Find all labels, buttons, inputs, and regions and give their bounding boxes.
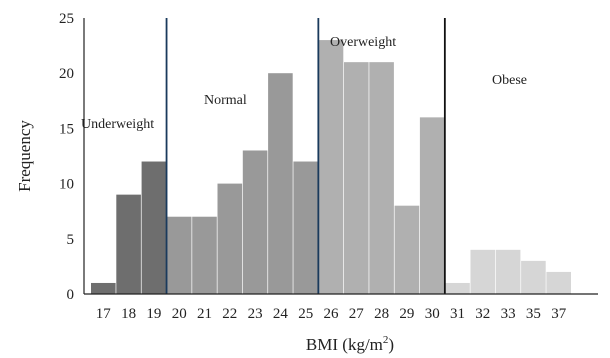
- bar-22: [217, 183, 243, 294]
- bar-33: [495, 249, 521, 294]
- x-tick-35: 35: [526, 306, 541, 322]
- bar-28: [369, 62, 394, 294]
- x-axis-title: BMI (kg/m2): [306, 334, 394, 354]
- bar-27: [344, 62, 369, 294]
- x-tick-33: 33: [501, 306, 516, 322]
- bar-21: [192, 216, 217, 294]
- bar-26: [318, 40, 344, 294]
- x-tick-30: 30: [425, 306, 440, 322]
- x-tick-19: 19: [146, 306, 161, 322]
- x-tick-26: 26: [324, 306, 340, 322]
- bar-23: [242, 150, 268, 294]
- y-axis-title: Frequency: [15, 120, 34, 192]
- bar-35: [521, 260, 546, 294]
- x-tick-27: 27: [349, 306, 365, 322]
- bar-19: [141, 161, 167, 294]
- x-tick-24: 24: [273, 306, 289, 322]
- category-dividers: [165, 18, 446, 294]
- bars-group: [91, 40, 571, 294]
- bar-37: [546, 271, 571, 294]
- y-tick-5: 5: [67, 232, 75, 248]
- x-axis-title-main: BMI (kg/m: [306, 335, 383, 354]
- bar-29: [394, 205, 420, 294]
- x-tick-20: 20: [172, 306, 187, 322]
- bar-20: [166, 216, 192, 294]
- bar-32: [470, 249, 496, 294]
- x-tick-22: 22: [222, 306, 237, 322]
- x-tick-21: 21: [197, 306, 212, 322]
- region-label-normal: Normal: [204, 93, 247, 108]
- y-tick-20: 20: [59, 66, 74, 82]
- x-tick-23: 23: [248, 306, 263, 322]
- region-label-underweight: Underweight: [81, 117, 154, 132]
- y-tick-10: 10: [59, 177, 74, 193]
- y-tick-15: 15: [59, 121, 74, 137]
- bar-31: [445, 282, 470, 294]
- x-tick-28: 28: [374, 306, 389, 322]
- bar-17: [91, 282, 116, 294]
- bar-24: [268, 73, 293, 294]
- bar-18: [116, 194, 141, 294]
- x-tick-37: 37: [551, 306, 567, 322]
- x-tick-29: 29: [399, 306, 414, 322]
- y-tick-labels: 0 5 10 15 20 25: [59, 11, 74, 303]
- y-tick-25: 25: [59, 11, 74, 27]
- y-tick-0: 0: [67, 287, 75, 303]
- x-tick-31: 31: [450, 306, 465, 322]
- x-axis-title-close: ): [388, 335, 394, 354]
- x-tick-17: 17: [96, 306, 112, 322]
- x-tick-32: 32: [475, 306, 490, 322]
- region-label-overweight: Overweight: [330, 35, 396, 50]
- x-tick-labels: 17 18 19 20 21 22 23 24 25 26 27 28 29 30 31 32 33 35 37: [96, 306, 567, 322]
- region-label-obese: Obese: [492, 73, 527, 88]
- x-tick-18: 18: [121, 306, 136, 322]
- x-tick-25: 25: [298, 306, 313, 322]
- bar-25: [293, 161, 318, 294]
- bar-30: [419, 117, 445, 294]
- x-axis-title-sup: 2: [383, 334, 389, 346]
